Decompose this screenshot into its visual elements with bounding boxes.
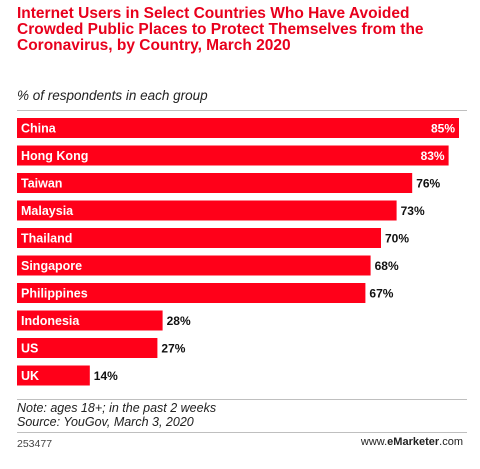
value-label-us: 27% bbox=[161, 342, 185, 356]
category-label-china: China bbox=[21, 122, 57, 136]
chart-title: Internet Users in Select Countries Who H… bbox=[17, 5, 424, 54]
category-label-malaysia: Malaysia bbox=[21, 204, 74, 218]
category-label-uk: UK bbox=[21, 369, 39, 383]
category-label-philippines: Philippines bbox=[21, 287, 88, 301]
category-label-hong-kong: Hong Kong bbox=[21, 149, 88, 163]
bar-us bbox=[17, 338, 158, 358]
bar-malaysia bbox=[17, 200, 397, 221]
bottom-divider bbox=[17, 399, 467, 400]
note-text: Note: ages 18+; in the past 2 weeks bbox=[17, 401, 217, 415]
bar-thailand bbox=[17, 228, 381, 248]
value-label-uk: 14% bbox=[94, 369, 118, 383]
bar-china bbox=[17, 118, 459, 138]
chart-notes: Note: ages 18+; in the past 2 weeks Sour… bbox=[17, 401, 216, 429]
brand-suffix: .com bbox=[439, 436, 463, 448]
bar-hong-kong bbox=[17, 145, 449, 166]
source-text: Source: YouGov, March 3, 2020 bbox=[17, 415, 194, 429]
footer-divider bbox=[17, 432, 467, 433]
category-label-us: US bbox=[21, 342, 38, 356]
value-label-philippines: 67% bbox=[369, 287, 393, 301]
category-label-thailand: Thailand bbox=[21, 232, 72, 246]
top-divider bbox=[17, 110, 467, 111]
bar-uk bbox=[17, 365, 90, 386]
bar-taiwan bbox=[17, 173, 413, 193]
value-label-indonesia: 28% bbox=[167, 314, 191, 328]
value-label-thailand: 70% bbox=[385, 232, 409, 246]
value-label-taiwan: 76% bbox=[416, 177, 440, 191]
chart-subtitle: % of respondents in each group bbox=[17, 88, 208, 103]
category-label-indonesia: Indonesia bbox=[21, 314, 80, 328]
bar-chart: China 85% Hong Kong 83% Taiwan 76% Malaysia 73%… bbox=[17, 118, 459, 386]
bar-philippines bbox=[17, 283, 366, 303]
value-label-hong-kong: 83% bbox=[421, 149, 445, 163]
bar-indonesia bbox=[17, 310, 163, 331]
category-label-singapore: Singapore bbox=[21, 259, 82, 273]
chart-id: 253477 bbox=[17, 438, 53, 450]
value-label-singapore: 68% bbox=[375, 259, 399, 273]
bar-singapore bbox=[17, 255, 371, 276]
category-label-taiwan: Taiwan bbox=[21, 177, 62, 191]
brand-logo: www.eMarketer.com bbox=[361, 436, 463, 448]
value-label-china: 85% bbox=[431, 122, 455, 136]
brand-name: eMarketer bbox=[387, 436, 440, 448]
brand-prefix: www. bbox=[360, 436, 388, 448]
value-label-malaysia: 73% bbox=[401, 204, 425, 218]
